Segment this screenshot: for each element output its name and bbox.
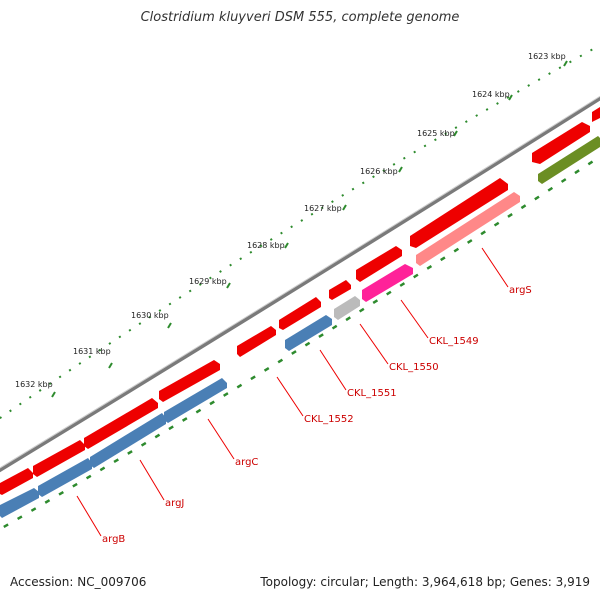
gene-label-argc: argC (235, 457, 258, 468)
olive-feature (538, 136, 600, 184)
tick-label: 1631 kbp (73, 347, 111, 356)
tick-mark (453, 130, 458, 137)
leader-line (139, 459, 165, 501)
leader-line (319, 349, 347, 391)
tick-mark (563, 60, 568, 67)
tick-labels: 1623 kbp 1624 kbp 1625 kbp 1626 kbp 1627… (15, 52, 566, 389)
gene-label-args: argS (509, 285, 532, 296)
leader-line (400, 299, 429, 339)
tick-label: 1625 kbp (417, 129, 455, 138)
topology-text: Topology: circular; Length: 3,964,618 bp… (260, 575, 590, 589)
cds-feature (279, 297, 321, 330)
tick-label: 1626 kbp (360, 167, 398, 176)
tick-mark (398, 166, 403, 173)
leader-line (76, 495, 102, 537)
tick-mark (508, 94, 513, 101)
label-leaders (76, 247, 509, 537)
cds-feature (329, 280, 351, 300)
outer-ruler (0, 47, 596, 420)
tick-mark (51, 391, 56, 398)
gene-label-ckl-1551: CKL_1551 (347, 388, 397, 399)
blue-feature (90, 413, 166, 468)
gene-label-argj: argJ (165, 498, 184, 509)
inner-ruler (0, 155, 600, 531)
gene-track-outer (0, 107, 600, 495)
gene-labels: argS CKL_1549 CKL_1550 CKL_1551 CKL_1552… (102, 285, 532, 545)
cds-feature (159, 360, 220, 402)
accession-text: Accession: NC_009706 (10, 575, 147, 589)
tick-label: 1623 kbp (528, 52, 566, 61)
leader-line (276, 376, 304, 417)
gene-track-inner (0, 136, 600, 518)
cds-feature (237, 326, 276, 357)
tick-label: 1624 kbp (472, 90, 510, 99)
gene-label-argb: argB (102, 534, 125, 545)
gene-label-ckl-1550: CKL_1550 (389, 362, 439, 373)
salmon-feature (416, 192, 520, 266)
gray-feature (334, 296, 360, 320)
cds-feature (532, 122, 590, 164)
tick-mark (167, 322, 172, 329)
map-title: Clostridium kluyveri DSM 555, complete g… (140, 10, 460, 25)
gene-label-ckl-1552: CKL_1552 (304, 414, 354, 425)
gene-label-ckl-1549: CKL_1549 (429, 336, 479, 347)
blue-feature (285, 315, 332, 351)
tick-mark (342, 204, 347, 211)
tick-mark (108, 362, 113, 369)
leader-line (207, 418, 235, 460)
tick-label: 1627 kbp (304, 204, 342, 213)
genome-backbone (0, 95, 600, 473)
blue-feature (164, 378, 227, 423)
tick-mark (284, 242, 289, 249)
cds-feature (592, 107, 600, 122)
tick-label: 1632 kbp (15, 380, 53, 389)
ruler-ticks (51, 60, 568, 398)
pink-feature (362, 264, 413, 302)
tick-label: 1628 kbp (247, 241, 285, 250)
leader-line (359, 323, 389, 365)
cds-feature (410, 178, 508, 248)
tick-mark (226, 282, 231, 289)
tick-label: 1629 kbp (189, 277, 227, 286)
leader-line (481, 247, 509, 288)
cds-feature (84, 398, 158, 449)
blue-feature (38, 458, 92, 497)
blue-feature (0, 488, 39, 518)
cds-feature (33, 440, 85, 477)
cds-feature (356, 246, 402, 282)
tick-label: 1630 kbp (131, 311, 169, 320)
backbone-highlight (0, 95, 600, 469)
cds-feature (0, 468, 33, 495)
